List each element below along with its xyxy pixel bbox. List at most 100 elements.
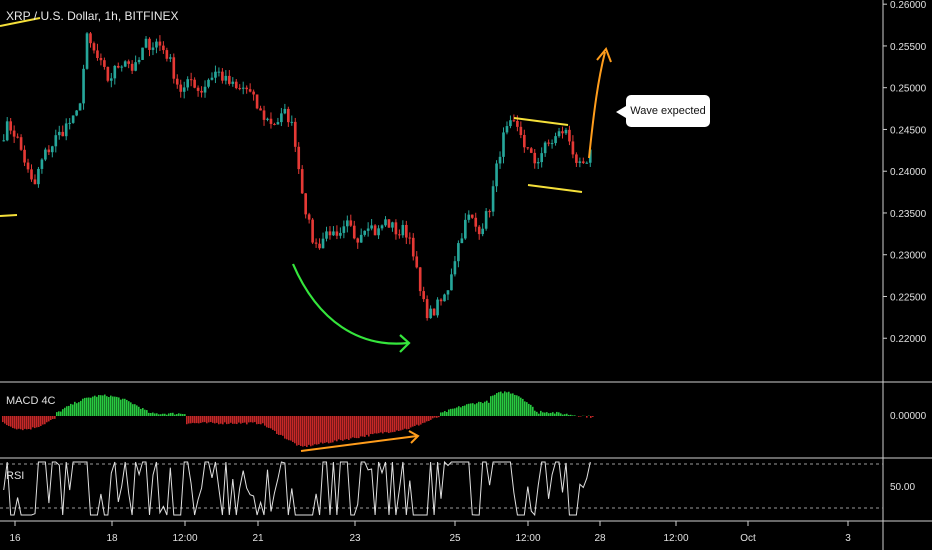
macd-bar: [544, 412, 546, 416]
macd-bar: [76, 403, 78, 416]
macd-bar: [32, 416, 34, 428]
macd-bar: [172, 412, 174, 416]
candle-body: [151, 47, 155, 50]
candle-body: [113, 65, 117, 79]
macd-bar: [334, 416, 336, 441]
macd-bar: [490, 396, 492, 416]
macd-bar: [486, 400, 488, 416]
flag-lower-line: [527, 184, 583, 193]
price-tick-label: 0.26000: [890, 0, 927, 11]
candle-body: [363, 230, 366, 235]
candle-body: [373, 225, 377, 236]
macd-bar: [110, 395, 112, 416]
macd-bar: [272, 416, 274, 430]
candle-body: [394, 222, 398, 235]
candle-body: [182, 87, 186, 92]
rsi-line: [3, 460, 591, 517]
candle-body: [9, 121, 12, 131]
macd-bar: [534, 410, 536, 416]
candle-body: [484, 211, 488, 229]
candle-body: [123, 61, 127, 67]
macd-bar: [304, 416, 306, 446]
macd-bar: [112, 396, 114, 416]
macd-bar: [164, 413, 166, 416]
macd-bar: [514, 394, 516, 416]
macd-bar: [92, 396, 94, 416]
macd-bar: [220, 416, 222, 424]
candle-body: [516, 120, 519, 127]
macd-bar: [166, 414, 168, 416]
macd-bar: [30, 416, 32, 430]
candle-body: [339, 232, 342, 236]
time-tick-label: 21: [252, 533, 264, 544]
macd-bar: [58, 411, 60, 416]
macd-bar: [390, 416, 392, 433]
macd-bar: [284, 416, 286, 439]
candle-body: [477, 226, 481, 235]
macd-bar: [478, 401, 480, 416]
macd-bar: [554, 413, 556, 416]
macd-bar: [406, 416, 408, 430]
macd-bar: [10, 416, 12, 427]
macd-bar: [242, 416, 244, 423]
candle-body: [585, 162, 589, 164]
trendline-left-bottom: [0, 214, 18, 217]
macd-bar: [60, 411, 62, 416]
wave-arrowhead: [596, 47, 612, 63]
macd-bar: [82, 398, 84, 416]
macd-bar: [360, 416, 362, 437]
candle-body: [203, 86, 207, 93]
macd-bar: [520, 397, 522, 416]
macd-bar: [136, 405, 138, 416]
candle-body: [23, 149, 26, 163]
macd-bar: [72, 404, 74, 416]
candle-body: [491, 186, 495, 212]
macd-bar: [376, 416, 378, 434]
macd-bar: [174, 414, 176, 416]
candle-body: [26, 162, 30, 170]
candle-body: [498, 156, 502, 164]
candle-body: [370, 225, 373, 229]
candle-body: [540, 153, 543, 163]
candle-body: [366, 228, 370, 231]
candle-body: [40, 159, 44, 169]
candle-body: [304, 193, 307, 215]
macd-bar: [228, 416, 230, 424]
macd-bar: [62, 409, 64, 416]
chart-title: XRP / U.S. Dollar, 1h, BITFINEX: [6, 9, 179, 23]
candle-body: [96, 50, 99, 58]
candle-body: [162, 45, 165, 51]
candle-body: [231, 81, 235, 84]
candle-body: [144, 38, 148, 48]
macd-bar: [528, 403, 530, 416]
macd-bar: [44, 416, 46, 425]
candle-body: [207, 79, 210, 87]
macd-bar: [340, 416, 342, 441]
macd-bar: [342, 416, 344, 441]
macd-bar: [496, 393, 498, 416]
macd-bar: [256, 416, 258, 425]
macd-bar: [38, 416, 40, 428]
macd-bar: [322, 416, 324, 444]
macd-bar: [458, 406, 460, 416]
candle-body: [405, 224, 408, 238]
macd-bar: [416, 416, 418, 425]
macd-bar: [508, 391, 510, 416]
candle-body: [495, 163, 498, 187]
macd-bar: [24, 416, 26, 429]
macd-bar: [302, 416, 304, 447]
macd-bar: [442, 412, 444, 416]
macd-bar: [292, 416, 294, 442]
candle-body: [408, 237, 412, 239]
macd-bar: [162, 413, 164, 416]
candle-body: [51, 146, 54, 153]
macd-bar: [460, 407, 462, 416]
candle-body: [179, 84, 183, 92]
macd-bar: [350, 416, 352, 439]
macd-bar: [504, 391, 506, 416]
macd-bar: [216, 416, 218, 423]
macd-bar: [546, 412, 548, 416]
flag-upper-line: [513, 117, 569, 126]
candle-body: [134, 62, 137, 71]
